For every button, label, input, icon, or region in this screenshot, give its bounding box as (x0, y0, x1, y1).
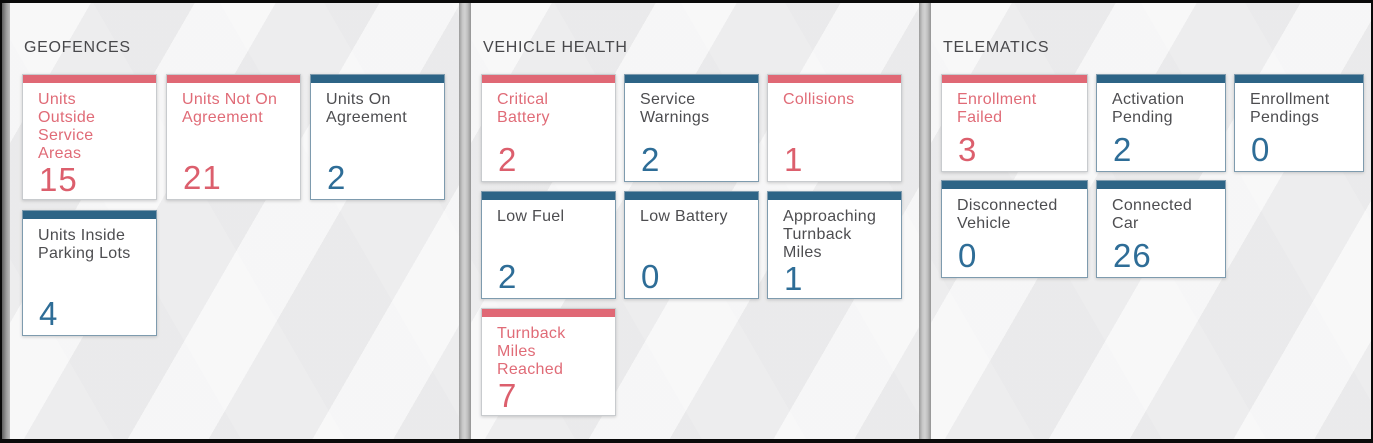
vehicle-health-title: VEHICLE HEALTH (483, 39, 628, 56)
panel-telematics: TELEMATICS Enrollment Failed 3 Activatio… (931, 3, 1371, 439)
panel-divider (919, 3, 931, 439)
card-low-fuel[interactable]: Low Fuel 2 (481, 191, 616, 299)
card-value: 2 (498, 258, 518, 295)
card-accent-bar (23, 75, 156, 83)
card-enrollment-failed[interactable]: Enrollment Failed 3 (941, 74, 1088, 172)
vehicle-health-cards: Critical Battery 2 Service Warnings 2 Co… (481, 74, 909, 416)
card-label: Connected Car (1112, 197, 1193, 232)
card-value: 21 (183, 159, 222, 196)
card-accent-bar (482, 192, 615, 200)
card-accent-bar (942, 75, 1087, 83)
card-label: Activation Pending (1112, 91, 1185, 126)
panel-divider (459, 3, 471, 439)
card-label: Enrollment Failed (957, 91, 1037, 126)
card-value: 7 (498, 377, 518, 414)
card-value: 0 (1251, 131, 1271, 168)
card-label: Low Fuel (497, 208, 565, 225)
card-value: 2 (1113, 131, 1133, 168)
card-label: Critical Battery (497, 91, 550, 126)
card-value: 2 (327, 159, 347, 196)
card-connected-car[interactable]: Connected Car 26 (1096, 180, 1226, 278)
card-label: Disconnected Vehicle (957, 197, 1058, 232)
geofences-cards: Units Outside Service Areas 15 Units Not… (22, 74, 447, 336)
card-approaching-turnback-miles[interactable]: Approaching Turnback Miles 1 (767, 191, 902, 299)
card-value: 2 (641, 141, 661, 178)
card-units-inside-parking-lots[interactable]: Units Inside Parking Lots 4 (22, 210, 157, 336)
card-label: Units Not On Agreement (182, 91, 278, 126)
card-label: Units On Agreement (326, 91, 407, 126)
card-label: Approaching Turnback Miles (783, 208, 877, 261)
card-accent-bar (625, 75, 758, 83)
card-value: 1 (784, 260, 804, 297)
card-accent-bar (311, 75, 444, 83)
card-disconnected-vehicle[interactable]: Disconnected Vehicle 0 (941, 180, 1088, 278)
card-service-warnings[interactable]: Service Warnings 2 (624, 74, 759, 182)
card-label: Collisions (783, 91, 855, 108)
card-value: 3 (958, 131, 978, 168)
card-value: 26 (1113, 237, 1152, 274)
card-accent-bar (23, 211, 156, 219)
card-value: 15 (39, 161, 78, 198)
card-units-outside-service-areas[interactable]: Units Outside Service Areas 15 (22, 74, 157, 200)
card-label: Units Outside Service Areas (38, 91, 96, 162)
card-accent-bar (768, 192, 901, 200)
card-accent-bar (482, 75, 615, 83)
card-enrollment-pendings[interactable]: Enrollment Pendings 0 (1234, 74, 1364, 172)
card-value: 0 (641, 258, 661, 295)
card-value: 4 (39, 295, 59, 332)
card-accent-bar (1097, 75, 1225, 83)
card-accent-bar (482, 309, 615, 317)
card-accent-bar (1097, 181, 1225, 189)
card-label: Service Warnings (640, 91, 710, 126)
card-label: Units Inside Parking Lots (38, 227, 131, 262)
card-label: Low Battery (640, 208, 728, 225)
card-value: 2 (498, 141, 518, 178)
telematics-cards: Enrollment Failed 3 Activation Pending 2… (941, 74, 1368, 278)
card-units-on-agreement[interactable]: Units On Agreement 2 (310, 74, 445, 200)
card-label: Turnback Miles Reached (497, 325, 566, 378)
card-accent-bar (942, 181, 1087, 189)
card-accent-bar (1235, 75, 1363, 83)
card-activation-pending[interactable]: Activation Pending 2 (1096, 74, 1226, 172)
card-low-battery[interactable]: Low Battery 0 (624, 191, 759, 299)
card-collisions[interactable]: Collisions 1 (767, 74, 902, 182)
card-critical-battery[interactable]: Critical Battery 2 (481, 74, 616, 182)
geofences-title: GEOFENCES (24, 39, 131, 56)
card-accent-bar (167, 75, 300, 83)
telematics-title: TELEMATICS (943, 39, 1050, 56)
card-units-not-on-agreement[interactable]: Units Not On Agreement 21 (166, 74, 301, 200)
card-accent-bar (625, 192, 758, 200)
panel-geofences: GEOFENCES Units Outside Service Areas 15… (10, 3, 459, 439)
left-edge-strip (2, 3, 10, 439)
card-accent-bar (768, 75, 901, 83)
card-value: 0 (958, 237, 978, 274)
card-turnback-miles-reached[interactable]: Turnback Miles Reached 7 (481, 308, 616, 416)
panel-vehicle-health: VEHICLE HEALTH Critical Battery 2 Servic… (471, 3, 919, 439)
card-label: Enrollment Pendings (1250, 91, 1330, 126)
card-value: 1 (784, 141, 804, 178)
